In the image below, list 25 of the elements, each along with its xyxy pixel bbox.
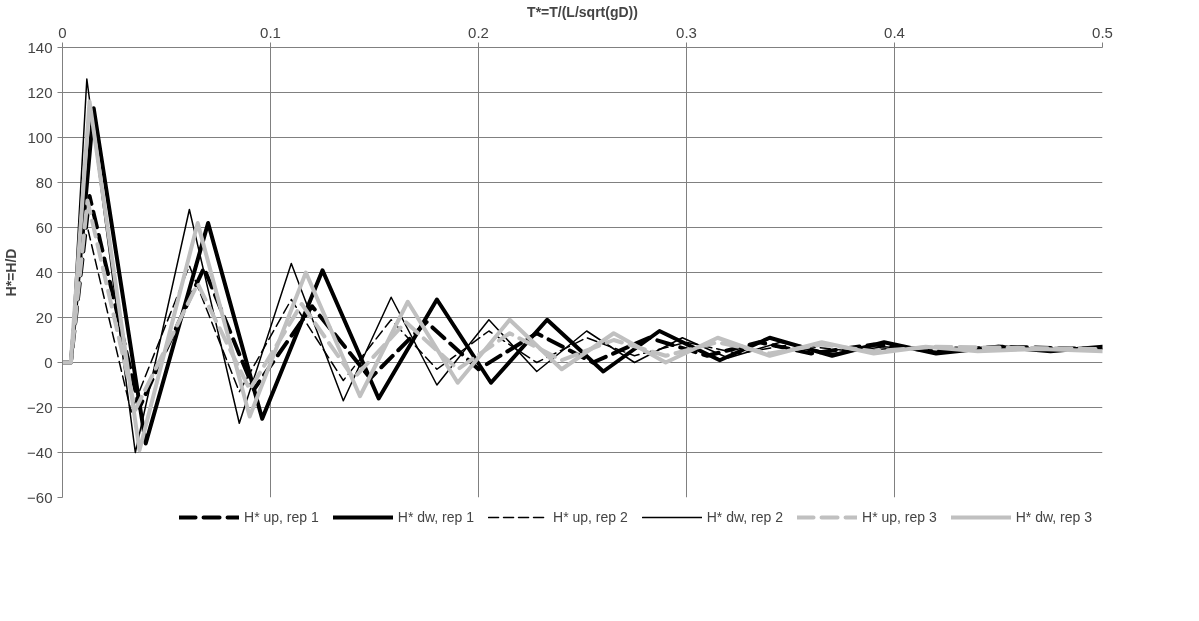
legend-label: H* dw, rep 3 <box>1015 509 1092 525</box>
x-tick-label: 0.5 <box>1092 23 1113 41</box>
x-tick-label: 0.3 <box>676 23 697 41</box>
y-tick-label: 80 <box>35 173 53 191</box>
x-tick-label: 0 <box>58 23 67 41</box>
y-tick-label: 120 <box>27 83 53 101</box>
y-tick-label: −60 <box>27 488 53 506</box>
x-tick-label: 0.4 <box>884 23 905 41</box>
y-axis-title: H*=H/D <box>3 248 20 297</box>
legend-label: H* up, rep 3 <box>862 509 937 525</box>
y-tick-label: 0 <box>44 353 53 371</box>
x-tick-label: 0.1 <box>260 23 281 41</box>
y-tick-label: 140 <box>27 38 53 56</box>
legend-label: H* dw, rep 2 <box>706 509 784 525</box>
y-tick-label: −40 <box>27 443 53 461</box>
y-tick-label: 100 <box>27 128 53 146</box>
y-tick-label: 40 <box>35 263 53 281</box>
legend-label: H* up, rep 1 <box>244 509 319 525</box>
legend-label: H* dw, rep 1 <box>397 509 475 525</box>
y-tick-label: 20 <box>35 308 53 326</box>
legend-label: H* up, rep 2 <box>553 509 628 525</box>
x-tick-label: 0.2 <box>468 23 489 41</box>
x-axis-title: T*=T/(L/sqrt(gD)) <box>527 3 638 20</box>
y-tick-label: −20 <box>27 398 53 416</box>
y-tick-label: 60 <box>35 218 53 236</box>
